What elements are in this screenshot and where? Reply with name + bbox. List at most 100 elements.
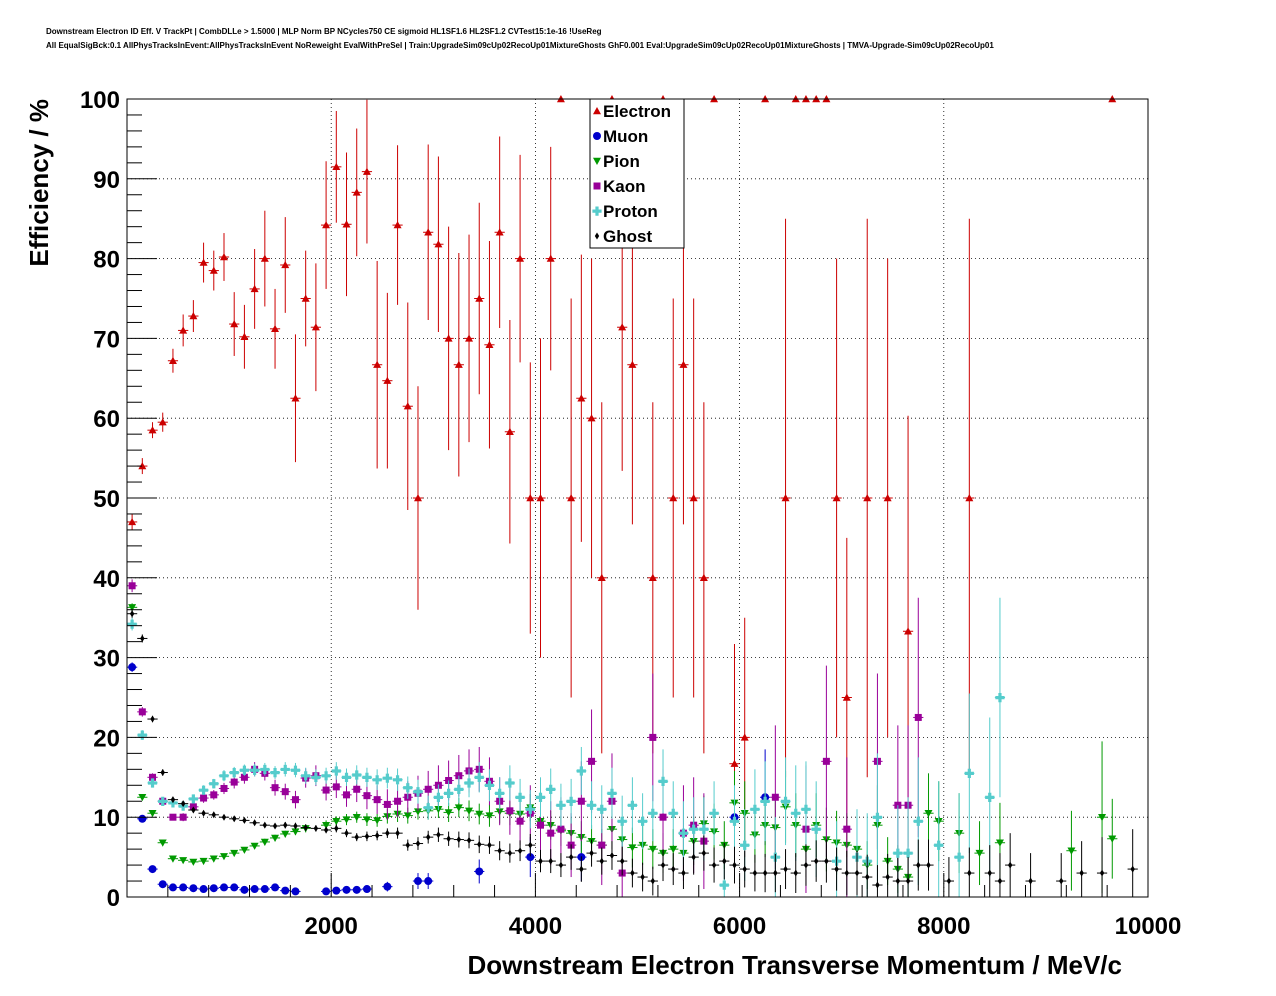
legend-marker-proton — [592, 206, 602, 216]
kaon-point — [128, 582, 136, 590]
ghost-point — [446, 835, 451, 843]
electron-point — [883, 494, 892, 502]
proton-point — [699, 824, 709, 834]
proton-point — [188, 794, 198, 804]
ghost-point — [732, 861, 737, 869]
ghost-point — [885, 873, 890, 881]
proton-point — [321, 771, 331, 781]
muon-point — [281, 886, 290, 895]
electron-point — [373, 360, 382, 368]
muon-point — [475, 867, 484, 876]
ghost-point — [742, 865, 747, 873]
proton-point — [913, 816, 923, 826]
pion-point — [230, 849, 239, 858]
y-tick-label: 60 — [93, 406, 120, 433]
pion-point — [250, 842, 259, 850]
kaon-point — [659, 813, 667, 821]
proton-point — [444, 788, 454, 798]
proton-point — [709, 808, 719, 818]
pion-point — [219, 853, 228, 861]
ghost-point — [671, 865, 676, 873]
pion-point — [628, 844, 637, 852]
proton-point — [229, 768, 239, 778]
ghost-point — [221, 813, 227, 821]
electron-point — [648, 573, 657, 581]
proton-point — [198, 785, 209, 795]
ghost-point — [609, 852, 615, 860]
ghost-point — [252, 819, 257, 827]
proton-point — [760, 796, 770, 806]
ghost-point — [456, 836, 462, 844]
pion-point — [271, 834, 280, 842]
ghost-point — [497, 847, 502, 855]
proton-point — [147, 778, 158, 788]
pion-point — [924, 810, 933, 818]
electron-point — [475, 294, 484, 302]
ghost-point — [691, 853, 696, 861]
ghost-point — [150, 715, 155, 723]
electron-point — [781, 494, 790, 502]
electron-point — [311, 323, 320, 331]
proton-point — [454, 784, 464, 794]
kaon-point — [363, 792, 371, 800]
kaon-point — [149, 773, 157, 781]
pion-point — [403, 812, 412, 820]
electron-point — [281, 260, 290, 269]
muon-point — [342, 885, 351, 894]
electron-point — [689, 494, 698, 502]
proton-point — [362, 772, 372, 782]
kaon-point — [220, 784, 228, 792]
electron-point — [138, 462, 147, 470]
kaon-point — [138, 708, 146, 716]
pion-point — [1067, 847, 1076, 855]
pion-point — [342, 816, 351, 824]
y-tick-label: 10 — [93, 805, 120, 832]
kaon-point — [169, 813, 177, 821]
electron-point — [863, 494, 872, 502]
y-tick-label: 20 — [93, 725, 120, 752]
legend-marker-kaon — [593, 182, 601, 190]
electron-point — [904, 627, 913, 635]
muon-point — [128, 663, 137, 672]
kaon-point — [577, 797, 585, 805]
ghost-point — [619, 857, 625, 865]
series-ghost — [127, 609, 1138, 897]
kaon-point — [383, 800, 391, 808]
ghost-point — [1099, 869, 1105, 877]
electron-point — [189, 312, 198, 320]
ghost-point — [803, 861, 809, 869]
electron-point — [260, 254, 269, 262]
kaon-point — [649, 733, 657, 741]
pion-point — [189, 858, 198, 866]
pion-point — [475, 810, 484, 819]
ghost-point — [344, 829, 349, 837]
ghost-point — [129, 610, 135, 618]
proton-point — [535, 792, 546, 802]
kaon-point — [771, 793, 779, 801]
electron-point — [219, 253, 228, 261]
legend-marker-muon — [593, 132, 601, 140]
pion-point — [332, 817, 341, 826]
ghost-point — [283, 821, 288, 829]
ghost-point — [579, 865, 584, 873]
ghost-point — [997, 877, 1003, 885]
electron-point — [567, 494, 576, 502]
proton-point — [729, 816, 740, 826]
proton-point — [403, 783, 413, 793]
electron-point — [209, 266, 218, 274]
proton-point — [219, 771, 229, 781]
legend-label-muon: Muon — [603, 127, 648, 146]
ghost-point — [180, 800, 186, 808]
electron-point — [179, 326, 188, 334]
proton-point — [413, 787, 423, 797]
proton-point — [331, 766, 341, 776]
kaon-point — [230, 778, 238, 786]
proton-point — [750, 804, 760, 814]
proton-point — [648, 808, 658, 818]
kaon-point — [424, 785, 432, 793]
proton-point — [341, 772, 352, 782]
pion-point — [465, 807, 474, 815]
pion-point — [260, 838, 269, 846]
kaon-point — [557, 825, 565, 833]
kaon-point — [588, 757, 596, 765]
